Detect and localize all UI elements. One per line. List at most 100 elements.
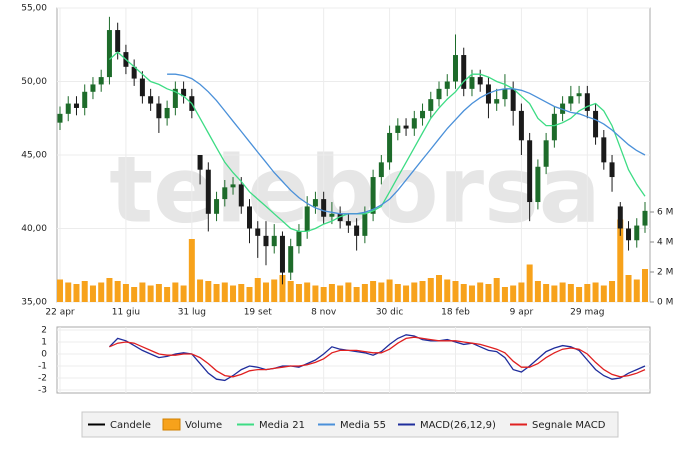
candle-body [205,169,211,214]
volume-bar [361,284,368,302]
y-tick-label: 2 [41,326,47,336]
volume-bar [460,284,467,302]
candle-body [362,213,368,236]
volume-bar [609,281,616,302]
volume-bar [633,279,640,302]
volume-bar [625,275,632,302]
candle-body [378,162,384,178]
candle-body [601,137,607,163]
candle-body [329,213,335,217]
x-tick-label: 8 nov [311,308,337,318]
candle-body [626,228,632,241]
volume-bar [279,275,286,302]
candle-body [551,113,557,141]
series-line [109,336,646,378]
volume-bar [172,282,179,302]
candle-body [543,140,549,167]
candle-body [634,225,640,241]
y-tick-label: 50,00 [21,77,47,87]
candle-body [477,77,483,85]
y-tick-label: 1 [41,338,47,348]
volume-bar [353,287,360,302]
volume-bar [394,284,401,302]
volume-bar [642,269,648,302]
volume-bar [370,281,377,302]
volume-bar [254,278,261,302]
volume-bar [57,279,63,302]
volume-bar [320,287,327,302]
y-tick-label: -3 [38,386,47,396]
x-tick-label: 31 lug [178,308,206,318]
volume-bar [81,281,88,302]
volume-bar [337,285,344,302]
candle-body [576,93,582,97]
x-tick-label: 9 apr [510,308,534,318]
candle-body [469,77,475,89]
candle-body [106,30,112,78]
y2-tick-label: 6 M [657,208,673,218]
candle-body [73,103,79,108]
candle-body [288,246,294,273]
volume-bar [180,285,187,302]
candle-body [263,235,269,247]
volume-bar [155,284,162,302]
volume-bar [345,282,352,302]
volume-bar [576,287,583,302]
candle-body [502,88,508,100]
volume-bar [559,282,566,302]
candle-body [57,113,63,123]
volume-bar [543,284,550,302]
volume-bar [238,284,245,302]
volume-bar [419,281,426,302]
candle-body [197,155,203,170]
volume-bar [378,282,385,302]
candle-body [90,84,96,92]
candle-body [321,199,327,217]
candle-body [642,210,648,226]
candle-body [387,132,393,163]
legend-swatch [162,418,181,431]
volume-bar [592,282,599,302]
volume-bar [197,279,204,302]
candle-body [510,88,516,111]
candle-body [65,103,71,114]
volume-bar [386,279,393,302]
macd-plot-area [56,326,651,394]
x-tick-label: 22 apr [45,308,75,318]
x-tick-label: 11 giu [112,308,140,318]
volume-bar [617,219,624,302]
y-tick-label: -2 [38,374,47,384]
candle-body [420,110,426,119]
volume-bar [147,285,154,302]
y-tick-label: -1 [38,362,47,372]
candle-body [222,187,228,200]
volume-bar [501,287,508,302]
volume-bar [65,282,72,302]
watermark: teleborsa [109,136,601,243]
candle-body [247,206,253,229]
legend-label: Volume [185,420,222,431]
volume-bar [114,281,121,302]
volume-bar [468,285,475,302]
volume-bar [427,278,434,302]
volume-bar [567,284,574,302]
volume-bar [312,285,319,302]
candle-body [461,55,467,89]
volume-bar [98,282,105,302]
x-tick-label: 18 feb [441,308,470,318]
volume-bar [188,239,195,302]
candle-body [568,96,574,104]
volume-bar [600,285,607,302]
candle-body [172,88,178,108]
x-tick-label: 19 set [244,308,273,318]
volume-bar [477,282,484,302]
candle-body [115,30,121,53]
legend-label: Candele [110,420,151,431]
candle-body [584,93,590,111]
candle-body [304,206,310,232]
volume-bar [444,279,451,302]
candle-body [354,225,360,236]
y-tick-label: 0 [41,350,47,360]
volume-bar [584,284,591,302]
legend-label: Segnale MACD [532,420,606,431]
